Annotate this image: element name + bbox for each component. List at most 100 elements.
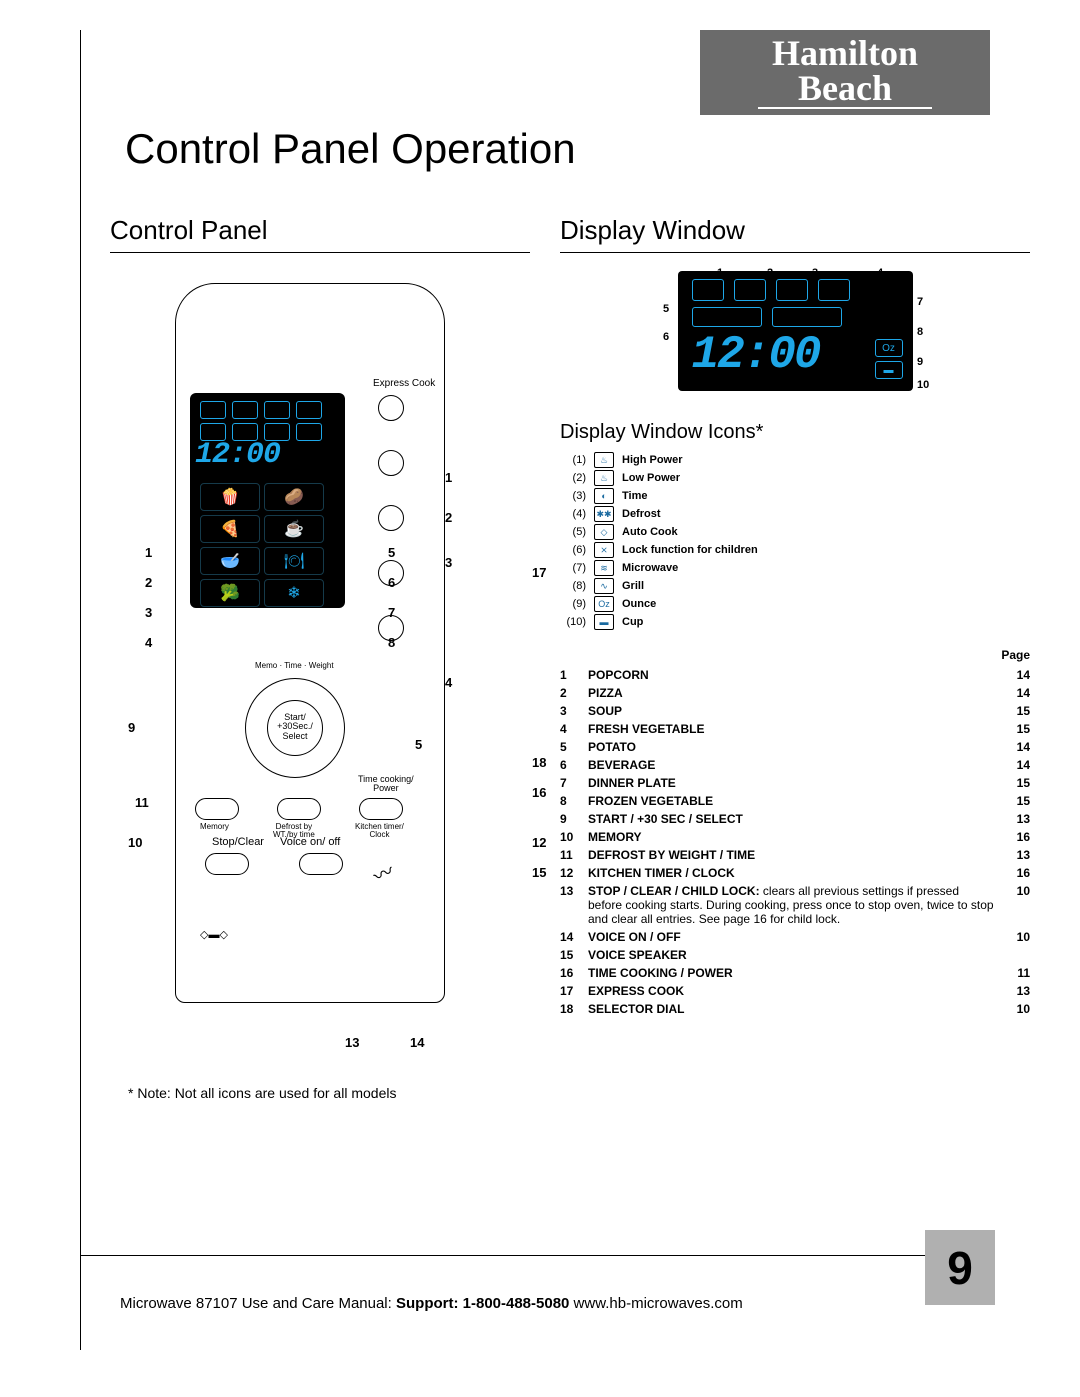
func-page: 15 (996, 704, 1030, 718)
express-cook-label: Express Cook (373, 378, 435, 389)
func-num: 2 (560, 686, 588, 700)
callout-number: 1 (145, 545, 152, 560)
func-num: 6 (560, 758, 588, 772)
panel-time: 12:00 (195, 438, 280, 472)
func-page: 13 (996, 848, 1030, 862)
memory-label: Memory (200, 823, 229, 831)
func-page: 14 (996, 686, 1030, 700)
legend-num: (5) (560, 526, 586, 538)
callout-number: 14 (410, 1035, 424, 1050)
func-row: 6 BEVERAGE 14 (560, 758, 1030, 772)
sub-heading: Display Window Icons* (560, 421, 1030, 444)
func-title: POPCORN (588, 668, 996, 682)
left-heading: Control Panel (110, 215, 530, 253)
callout-number: 4 (145, 635, 152, 650)
legend-icon: ✱✱ (594, 506, 614, 522)
clock-label: Kitchen timer/Clock (355, 823, 404, 839)
disp-callout-number: 1 (717, 267, 723, 279)
legend-label: Auto Cook (622, 526, 678, 538)
func-row: 16 TIME COOKING / POWER 11 (560, 966, 1030, 980)
legend-icon: ♨ (594, 452, 614, 468)
selector-dial-inner: Start/+30Sec./Select (267, 700, 323, 756)
func-page: 13 (996, 984, 1030, 998)
icon-legend-list: (1) ♨ High Power(2) ♨ Low Power(3) ◐ Tim… (560, 452, 1030, 630)
callout-number: 13 (345, 1035, 359, 1050)
legend-icon: ▬ (594, 614, 614, 630)
legend-icon: Oz (594, 596, 614, 612)
disp-callout-number: 8 (917, 326, 923, 338)
disp-callout-number: 7 (917, 296, 923, 308)
callout-number: 5 (415, 737, 422, 752)
legend-icon: ◇ (594, 524, 614, 540)
footer-rule (80, 1255, 960, 1256)
func-num: 3 (560, 704, 588, 718)
legend-num: (9) (560, 598, 586, 610)
func-title: DINNER PLATE (588, 776, 996, 790)
brand-line1: Hamilton (772, 36, 918, 70)
legend-label: Low Power (622, 472, 680, 484)
func-title: TIME COOKING / POWER (588, 966, 996, 980)
func-row: 11 DEFROST BY WEIGHT / TIME 13 (560, 848, 1030, 862)
icon-legend-row: (3) ◐ Time (560, 488, 1030, 504)
func-num: 18 (560, 1002, 588, 1016)
legend-label: Microwave (622, 562, 678, 574)
disp-side-icons: Oz▬ (875, 339, 903, 379)
callout-number: 5 (388, 545, 395, 560)
func-num: 17 (560, 984, 588, 998)
func-num: 11 (560, 848, 588, 862)
func-title: PIZZA (588, 686, 996, 700)
callout-number: 3 (145, 605, 152, 620)
legend-label: Defrost (622, 508, 661, 520)
display-window: 12:00 Oz▬ (678, 271, 913, 391)
callout-number: 2 (445, 510, 452, 525)
func-page: 14 (996, 758, 1030, 772)
callout-number: 15 (532, 865, 546, 880)
func-row: 5 POTATO 14 (560, 740, 1030, 754)
callout-number: 4 (445, 675, 452, 690)
func-row: 4 FRESH VEGETABLE 15 (560, 722, 1030, 736)
display-window-wrap: 12:00 Oz▬ 12345678910 (655, 271, 935, 391)
func-row: 1 POPCORN 14 (560, 668, 1030, 682)
func-title: FRESH VEGETABLE (588, 722, 996, 736)
func-row: 3 SOUP 15 (560, 704, 1030, 718)
func-row: 14 VOICE ON / OFF 10 (560, 930, 1030, 944)
main-title: Control Panel Operation (125, 125, 576, 173)
func-page: 16 (996, 866, 1030, 880)
legend-icon: ∿ (594, 578, 614, 594)
disp-callout-number: 2 (767, 267, 773, 279)
func-page: 10 (996, 1002, 1030, 1016)
func-page: 16 (996, 830, 1030, 844)
legend-label: Ounce (622, 598, 656, 610)
time-cooking-label: Time cooking/Power (358, 775, 414, 793)
icon-legend-row: (1) ♨ High Power (560, 452, 1030, 468)
func-title: KITCHEN TIMER / CLOCK (588, 866, 996, 880)
icon-legend-row: (4) ✱✱ Defrost (560, 506, 1030, 522)
disp-callout-number: 10 (917, 379, 929, 391)
legend-icon: ≋ (594, 560, 614, 576)
disp-icons-mid (692, 307, 842, 327)
func-row: 8 FROZEN VEGETABLE 15 (560, 794, 1030, 808)
func-title: MEMORY (588, 830, 996, 844)
menu-grid: 🍿🥔🍕☕🥣🍽🥦❄ (200, 483, 324, 607)
footer-text: Microwave 87107 Use and Care Manual: Sup… (120, 1295, 743, 1312)
function-table: Page 1 POPCORN 14 2 PIZZA 14 3 SOUP 15 4 FR… (560, 648, 1030, 1016)
icon-legend-row: (8) ∿ Grill (560, 578, 1030, 594)
callout-number: 1 (445, 470, 452, 485)
callout-number: 12 (532, 835, 546, 850)
func-page: 15 (996, 722, 1030, 736)
callout-number: 10 (128, 835, 142, 850)
func-title: VOICE ON / OFF (588, 930, 996, 944)
legend-num: (7) (560, 562, 586, 574)
voice-on-off-label: Voice on/ off (280, 836, 340, 848)
func-title: BEVERAGE (588, 758, 996, 772)
legend-num: (10) (560, 616, 586, 628)
door-handle-icon: ◇▬◇ (200, 928, 228, 941)
func-title: EXPRESS COOK (588, 984, 996, 998)
icon-legend-row: (7) ≋ Microwave (560, 560, 1030, 576)
note-text: * Note: Not all icons are used for all m… (128, 1085, 468, 1101)
legend-num: (6) (560, 544, 586, 556)
callout-number: 7 (388, 605, 395, 620)
func-row: 13 STOP / CLEAR / CHILD LOCK: clears all… (560, 884, 1030, 926)
page-header: Page (1001, 648, 1030, 662)
func-title: FROZEN VEGETABLE (588, 794, 996, 808)
